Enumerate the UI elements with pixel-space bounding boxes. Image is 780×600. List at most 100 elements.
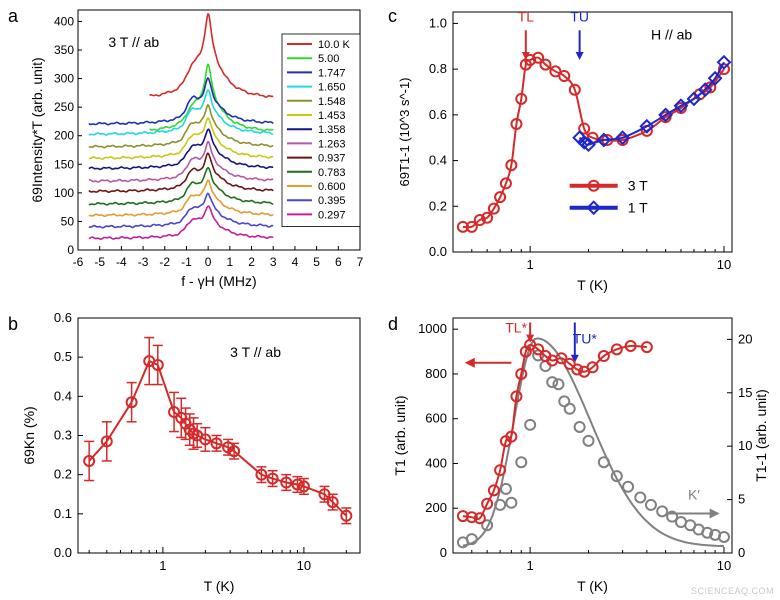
spectrum-line bbox=[88, 179, 274, 218]
x-tick-label: -3 bbox=[138, 255, 149, 269]
data-point bbox=[673, 98, 689, 114]
marker-arrow-head bbox=[570, 354, 579, 363]
y-tick-label: 0.4 bbox=[429, 153, 447, 168]
spectrum-line bbox=[88, 128, 274, 171]
spectrum-line bbox=[88, 152, 274, 194]
legend-label: 0.783 bbox=[318, 167, 346, 179]
data-point bbox=[266, 472, 279, 485]
y-tick-label: 0.8 bbox=[429, 61, 447, 76]
marker-label: TU* bbox=[573, 331, 598, 347]
y-tick-label-left: 1000 bbox=[418, 321, 447, 336]
data-point-gray bbox=[573, 420, 586, 433]
legend-label: 1.453 bbox=[318, 110, 346, 122]
data-point-gray bbox=[622, 480, 635, 493]
legend-marker bbox=[586, 200, 602, 216]
y-tick-label: 0.4 bbox=[54, 388, 72, 403]
spectrum-line bbox=[88, 103, 274, 149]
panel-d: 1 10 0 200 400 600 800 1000 0 5 10 15 20 T (K) T1 (arb… bbox=[392, 317, 769, 594]
annotation: 3 T // ab bbox=[230, 344, 281, 360]
y-tick-label: 0.6 bbox=[429, 107, 447, 122]
spectrum-line bbox=[88, 140, 274, 183]
panel-letter-c: c bbox=[388, 6, 397, 26]
data-point-red bbox=[481, 497, 494, 510]
marker-label: TU bbox=[570, 8, 589, 24]
marker-label: TL* bbox=[505, 320, 527, 336]
legend-label: 5.00 bbox=[318, 53, 339, 65]
data-point-gray bbox=[701, 526, 714, 539]
data-point bbox=[615, 130, 631, 146]
x-tick-label: -5 bbox=[94, 255, 105, 269]
y-tick-label-left: 800 bbox=[425, 366, 447, 381]
legend-label: 0.297 bbox=[318, 209, 346, 221]
legend-label: 10.0 K bbox=[318, 39, 350, 51]
y-tick-label: 0.6 bbox=[54, 310, 72, 325]
data-point bbox=[210, 437, 223, 450]
x-tick-label: -1 bbox=[181, 255, 192, 269]
legend-label: 3 T bbox=[628, 178, 648, 194]
data-point-gray bbox=[666, 510, 679, 523]
data-point-red bbox=[505, 430, 518, 443]
watermark: SCIENCEAQ.COM bbox=[690, 586, 774, 596]
data-point-gray bbox=[552, 378, 565, 391]
panel-a: -6 -5 -4 -3 -2 -1 0 1 2 3 4 5 6 7 0 50 100 150 200 250 300 35… bbox=[29, 9, 364, 289]
data-point-red bbox=[640, 341, 653, 354]
data-point-red bbox=[465, 511, 478, 524]
y-tick-label-right: 15 bbox=[738, 385, 752, 400]
data-point-gray bbox=[610, 470, 623, 483]
data-point-gray bbox=[465, 533, 478, 546]
panel-letter-d: d bbox=[388, 314, 398, 334]
data-point bbox=[456, 220, 469, 233]
data-point bbox=[255, 468, 268, 481]
legend-label: 0.937 bbox=[318, 153, 346, 165]
y-tick-label: 0.3 bbox=[54, 428, 72, 443]
arrow-label: K′ bbox=[688, 487, 700, 503]
y-tick-label: 250 bbox=[54, 100, 74, 114]
x-tick-label: -6 bbox=[73, 255, 84, 269]
legend-label: 1.548 bbox=[318, 96, 346, 108]
panel-letter-b: b bbox=[8, 314, 18, 334]
marker-arrow-head bbox=[575, 52, 584, 60]
y-tick-label: 300 bbox=[54, 72, 74, 86]
annotation: H // ab bbox=[651, 26, 692, 42]
data-point bbox=[291, 478, 304, 491]
data-point bbox=[568, 83, 581, 96]
data-point-gray bbox=[499, 482, 512, 495]
left-axis-arrow-head bbox=[464, 357, 475, 368]
panel-b: 1 10 0.0 0.1 0.2 0.3 0.4 0.5 0.6 T (K) 69Kn (%) 3 T… bbox=[21, 310, 361, 594]
y-tick-label: 0.1 bbox=[54, 506, 72, 521]
y-tick-label: 0 bbox=[67, 243, 74, 257]
legend-box bbox=[281, 33, 361, 228]
data-point bbox=[499, 177, 512, 190]
data-point bbox=[716, 54, 732, 70]
y-axis-label-right: T1-1 (arb. unit) bbox=[753, 389, 769, 482]
data-point-gray bbox=[515, 456, 528, 469]
y-tick-label: 1.0 bbox=[429, 15, 447, 30]
spectrum-line bbox=[88, 117, 274, 160]
y-axis-label: 69Intensity*T (arb. unit) bbox=[29, 57, 45, 202]
data-point-gray bbox=[481, 519, 494, 532]
y-tick-label: 50 bbox=[61, 214, 75, 228]
legend-label: 1 T bbox=[628, 200, 648, 216]
y-axis-label-left: T1 (arb. unit) bbox=[392, 395, 408, 475]
data-point-red bbox=[487, 484, 500, 497]
legend-label: 0.600 bbox=[318, 181, 346, 193]
data-point-red bbox=[571, 363, 584, 376]
data-point-red bbox=[456, 510, 469, 523]
x-tick-label: 1 bbox=[227, 255, 234, 269]
data-point bbox=[481, 211, 494, 224]
data-point-gray bbox=[546, 376, 559, 389]
x-tick-label: 3 bbox=[270, 255, 277, 269]
data-point-red bbox=[555, 352, 568, 365]
y-tick-label-left: 200 bbox=[425, 500, 447, 515]
x-tick-label: 1 bbox=[159, 558, 166, 573]
data-point bbox=[297, 480, 310, 493]
data-point bbox=[596, 132, 612, 148]
legend-label: 1.747 bbox=[318, 67, 346, 79]
data-point bbox=[199, 433, 212, 446]
data-point bbox=[168, 406, 181, 418]
x-tick-label: 0 bbox=[205, 255, 212, 269]
data-point-gray bbox=[644, 498, 657, 511]
data-point-gray bbox=[539, 360, 552, 373]
x-axis-label: f - γH (MHz) bbox=[181, 273, 256, 289]
